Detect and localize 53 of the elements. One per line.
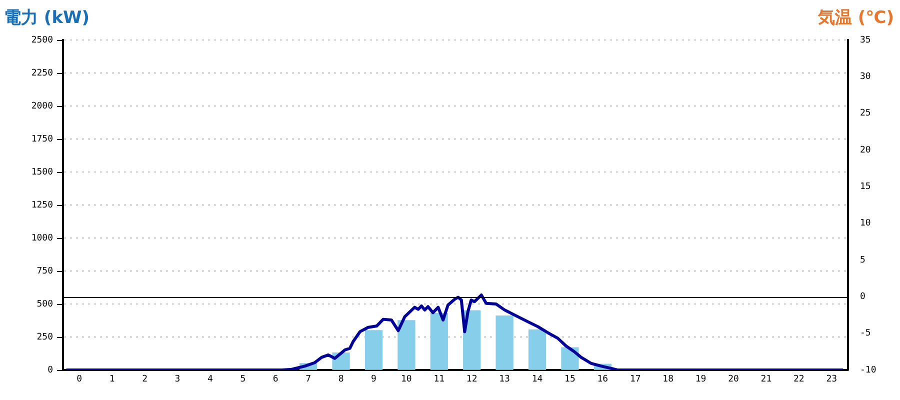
bar <box>496 316 514 370</box>
y2-tick-label: -5 <box>860 328 871 339</box>
y-tick-label: 2500 <box>31 35 53 46</box>
bar <box>528 329 546 370</box>
bar <box>398 320 416 370</box>
x-tick-label: 23 <box>826 374 838 385</box>
x-tick-label: 10 <box>401 374 412 385</box>
y2-tick-label: 30 <box>860 72 871 82</box>
x-tick-label: 22 <box>794 374 804 385</box>
x-tick-label: 14 <box>532 374 543 385</box>
x-tick-label: 17 <box>630 374 641 385</box>
x-tick-label: 8 <box>338 374 344 385</box>
x-tick-label: 1 <box>109 374 115 385</box>
y2-tick-label: 0 <box>860 292 866 302</box>
x-tick-label: 4 <box>207 374 213 385</box>
y-tick-label: 1750 <box>31 134 53 144</box>
x-tick-label: 9 <box>371 374 376 385</box>
x-tick-label: 11 <box>434 374 445 385</box>
bar <box>463 310 481 370</box>
y2-axis-title: 気温 (℃) <box>818 7 894 29</box>
y-tick-label: 1000 <box>31 233 53 244</box>
y2-tick-label: 20 <box>860 145 871 156</box>
y-tick-label: 0 <box>48 365 53 376</box>
y-tick-label: 750 <box>36 266 53 276</box>
x-tick-label: 2 <box>142 374 148 385</box>
y2-tick-label: 10 <box>860 218 871 229</box>
x-tick-label: 16 <box>597 374 608 385</box>
x-tick-label: 3 <box>174 374 180 385</box>
x-tick-label: 0 <box>76 374 82 385</box>
x-tick-label: 5 <box>240 374 246 385</box>
y-tick-label: 2250 <box>31 68 53 78</box>
x-tick-label: 20 <box>728 374 739 385</box>
y-tick-label: 250 <box>36 332 53 342</box>
x-tick-label: 7 <box>306 374 312 385</box>
y2-tick-label: 35 <box>860 35 871 46</box>
y-tick-label: 2000 <box>31 101 53 112</box>
x-tick-label: 13 <box>499 374 510 385</box>
bar <box>364 330 383 370</box>
x-tick-label: 6 <box>272 374 278 385</box>
y2-tick-label: 15 <box>860 182 871 192</box>
y-axis-title: 電力 (kW) <box>4 7 90 29</box>
bar <box>430 312 448 370</box>
y2-tick-label: 25 <box>860 108 871 119</box>
x-tick-label: 21 <box>760 374 772 385</box>
x-tick-label: 15 <box>564 374 576 385</box>
y-tick-label: 500 <box>36 299 53 310</box>
y-tick-label: 1250 <box>31 200 53 210</box>
y-tick-label: 1500 <box>31 167 53 178</box>
x-tick-label: 18 <box>662 374 674 385</box>
y2-tick-label: -10 <box>860 365 876 376</box>
x-tick-label: 12 <box>466 374 478 385</box>
x-tick-label: 19 <box>695 374 706 385</box>
y2-tick-label: 5 <box>860 255 866 266</box>
